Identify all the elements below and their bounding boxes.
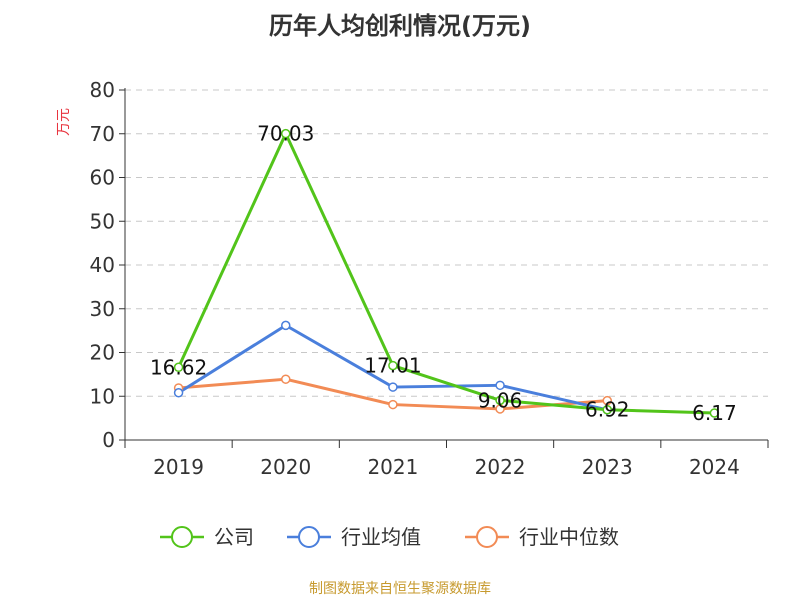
gridlines <box>125 89 768 397</box>
legend-label: 公司 <box>214 525 254 549</box>
data-label: 16.62 <box>150 355 207 379</box>
legend-marker <box>476 526 498 548</box>
y-tick-label: 50 <box>90 209 115 233</box>
y-tick-label: 20 <box>90 341 115 365</box>
data-point <box>495 395 505 406</box>
x-tick-label: 2022 <box>475 455 526 479</box>
chart-title: 历年人均创利情况(万元) <box>269 12 531 40</box>
data-labels: 16.62 70.03 17.01 9.06 6.92 6.17 <box>150 122 737 425</box>
legend-marker <box>298 526 320 548</box>
y-tick-label: 70 <box>90 122 115 146</box>
data-point <box>281 320 291 331</box>
x-tick-label: 2024 <box>689 455 740 479</box>
data-point <box>495 380 505 391</box>
x-tick-label: 2021 <box>367 455 418 479</box>
x-tick-label: 2023 <box>582 455 633 479</box>
source-note: 制图数据来自恒生聚源数据库 <box>309 581 491 597</box>
data-point <box>173 388 184 398</box>
x-tick-labels: 2019 2020 2021 2022 2023 2024 <box>153 455 740 479</box>
data-point <box>173 362 184 373</box>
data-point <box>709 408 720 418</box>
data-label: 9.06 <box>478 388 523 412</box>
series-points <box>173 128 720 418</box>
y-tick-label: 30 <box>90 297 115 321</box>
legend: 公司 行业均值 行业中位数 <box>160 525 619 549</box>
data-point <box>602 395 612 406</box>
y-tick-label: 0 <box>102 428 115 452</box>
y-tick-label: 60 <box>90 166 115 190</box>
y-tick-label: 40 <box>90 253 115 277</box>
data-label: 6.17 <box>692 401 737 425</box>
data-point <box>281 374 291 384</box>
data-point <box>388 399 398 410</box>
data-label: 17.01 <box>364 354 421 378</box>
y-tick-label: 80 <box>90 78 115 102</box>
data-point <box>388 382 398 392</box>
data-label: 70.03 <box>257 122 314 146</box>
y-tick-labels: 0 10 20 30 40 50 60 70 80 <box>90 78 115 452</box>
y-tick-label: 10 <box>90 384 115 408</box>
series-lines <box>177 132 715 415</box>
data-point <box>388 360 398 371</box>
x-tick-label: 2020 <box>260 455 311 479</box>
x-tick-label: 2019 <box>153 455 204 479</box>
data-label: 6.92 <box>585 398 630 422</box>
data-point <box>602 404 612 415</box>
legend-label: 行业中位数 <box>519 525 619 549</box>
y-axis-label: 万元 <box>56 108 72 136</box>
axes <box>119 88 769 448</box>
legend-label: 行业均值 <box>341 525 421 549</box>
series-line-1 <box>177 132 715 415</box>
data-point <box>281 128 291 139</box>
legend-marker <box>171 526 193 548</box>
